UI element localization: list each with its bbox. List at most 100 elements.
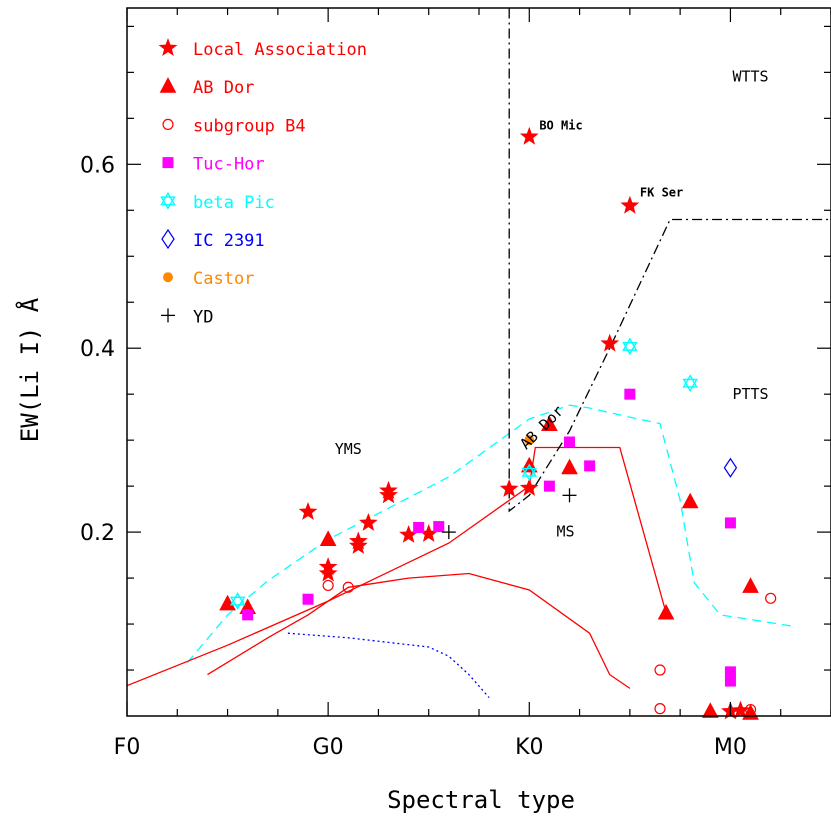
x-tick-label-g0: G0 xyxy=(313,735,344,760)
series-castor xyxy=(524,435,535,446)
point-beta-pic-3 xyxy=(622,337,638,356)
point-ab-dor-1 xyxy=(219,594,236,611)
point-castor-1 xyxy=(524,435,535,446)
region-label-ptts: PTTS xyxy=(732,385,768,403)
point-yd-2 xyxy=(562,488,577,503)
point-local-association-8 xyxy=(379,485,398,504)
legend-marker-subgroup-b4 xyxy=(162,118,174,131)
region-label-yms: YMS xyxy=(335,440,362,458)
point-local-association-5 xyxy=(349,531,368,550)
point-subgroup-b4-1 xyxy=(322,579,334,592)
legend-marker-beta-pic-up xyxy=(160,191,176,206)
point-beta-pic-2-down xyxy=(521,467,537,482)
y-tick-label-0-2: 0.2 xyxy=(80,521,115,546)
point-tuc-hor-2 xyxy=(302,593,314,605)
point-local-association-17 xyxy=(731,700,750,719)
point-yd-1 xyxy=(441,525,456,540)
series-ab-dor xyxy=(219,415,759,720)
point-tuc-hor-8 xyxy=(624,388,636,400)
legend-label-beta-pic: beta Pic xyxy=(193,193,275,213)
point-local-association-3 xyxy=(318,563,338,582)
point-ab-dor-6 xyxy=(561,458,578,475)
curve-solid-3 xyxy=(207,572,631,689)
point-local-association-13 xyxy=(519,126,539,145)
x-tick-label-f0: F0 xyxy=(114,735,141,760)
point-beta-pic-4 xyxy=(682,374,698,393)
point-ab-dor-3 xyxy=(319,530,337,546)
point-tuc-hor-6 xyxy=(564,436,576,448)
point-beta-pic-1-up xyxy=(229,592,246,606)
y-tick-label-0-6: 0.6 xyxy=(80,153,115,178)
y-tick-label-0-4: 0.4 xyxy=(80,337,115,362)
x-tick-label-k0: K0 xyxy=(515,735,543,760)
point-beta-pic-2-up xyxy=(521,463,537,477)
point-local-association-12 xyxy=(519,478,539,496)
legend-label-ic-2391: IC 2391 xyxy=(193,231,265,251)
legend-marker-beta-pic-down xyxy=(160,196,176,210)
point-subgroup-b4-4 xyxy=(654,703,666,715)
y-axis-label: EW(Li I) Å xyxy=(15,297,44,442)
annotations-layer: WTTS PTTS YMS MS AB Dor BO Mic FK Ser xyxy=(335,68,769,541)
series-local-association xyxy=(298,126,750,720)
point-ab-dor-5 xyxy=(541,415,558,432)
series-subgroup-b4 xyxy=(322,579,777,716)
legend-marker-ic-2391 xyxy=(161,228,175,250)
legend-label-local-association: Local Association xyxy=(193,40,367,60)
legend-label-subgroup-b4: subgroup B4 xyxy=(193,116,306,136)
curve-dashed-1 xyxy=(186,404,791,664)
curve-dashdot-5 xyxy=(508,8,831,513)
point-ab-dor-7 xyxy=(657,603,675,620)
axis-ticks: F0 G0 K0 M0 0.2 0.4 0.6 xyxy=(80,8,831,760)
point-beta-pic-4-up xyxy=(682,374,698,388)
series-ic-2391 xyxy=(723,457,738,478)
point-tuc-hor-10 xyxy=(724,666,736,678)
point-tuc-hor-5 xyxy=(543,480,555,492)
point-local-association-14 xyxy=(600,333,620,352)
point-subgroup-b4-3 xyxy=(654,664,666,676)
x-tick-label-m0: M0 xyxy=(714,735,747,760)
legend-marker-beta-pic xyxy=(160,191,176,210)
series-beta-pic xyxy=(229,337,698,610)
point-beta-pic-3-down xyxy=(622,341,638,356)
point-ab-dor-9 xyxy=(701,702,719,718)
legend-marker-castor xyxy=(163,272,173,283)
point-local-association-11 xyxy=(499,479,519,497)
point-subgroup-b4-6 xyxy=(744,703,757,716)
legend-label-ab-dor: AB Dor xyxy=(193,78,254,98)
legend-marker-ab-dor xyxy=(159,77,177,93)
point-tuc-hor-7 xyxy=(584,460,596,472)
x-axis-label: Spectral type xyxy=(387,786,575,814)
point-tuc-hor-11 xyxy=(724,675,736,687)
region-label-ab-dor: AB Dor xyxy=(516,402,567,453)
legend-marker-tuc-hor xyxy=(162,157,174,169)
point-local-association-15 xyxy=(620,195,640,214)
point-tuc-hor-4 xyxy=(433,521,445,533)
legend-label-yd: YD xyxy=(193,307,213,327)
point-tuc-hor-9 xyxy=(724,517,736,529)
point-tuc-hor-3 xyxy=(413,522,425,534)
legend-marker-local-association xyxy=(158,38,178,56)
legend-marker-yd xyxy=(161,308,175,323)
series-yd xyxy=(441,488,577,540)
star-label-bo-mic: BO Mic xyxy=(539,118,582,132)
curve-dotted-4 xyxy=(287,632,490,699)
point-beta-pic-1 xyxy=(229,592,246,610)
legend-label-tuc-hor: Tuc-Hor xyxy=(193,155,265,175)
region-label-wtts: WTTS xyxy=(732,68,768,86)
point-beta-pic-1-down xyxy=(229,596,246,610)
legend: Local Association AB Dor subgroup B4 Tuc-Ho… xyxy=(158,38,367,327)
point-beta-pic-3-up xyxy=(622,337,638,351)
point-local-association-6 xyxy=(358,513,378,531)
point-beta-pic-2 xyxy=(521,463,537,482)
data-points-layer xyxy=(219,126,777,720)
legend-label-castor: Castor xyxy=(193,269,254,289)
point-ab-dor-10 xyxy=(742,577,759,593)
region-label-ms: MS xyxy=(556,523,574,541)
curves-layer xyxy=(127,8,831,699)
point-local-association-1 xyxy=(298,502,318,520)
series-tuc-hor xyxy=(242,388,736,687)
point-ic-2391-1 xyxy=(723,457,738,478)
point-subgroup-b4-5 xyxy=(765,592,777,604)
star-label-fk-ser: FK Ser xyxy=(640,185,683,199)
